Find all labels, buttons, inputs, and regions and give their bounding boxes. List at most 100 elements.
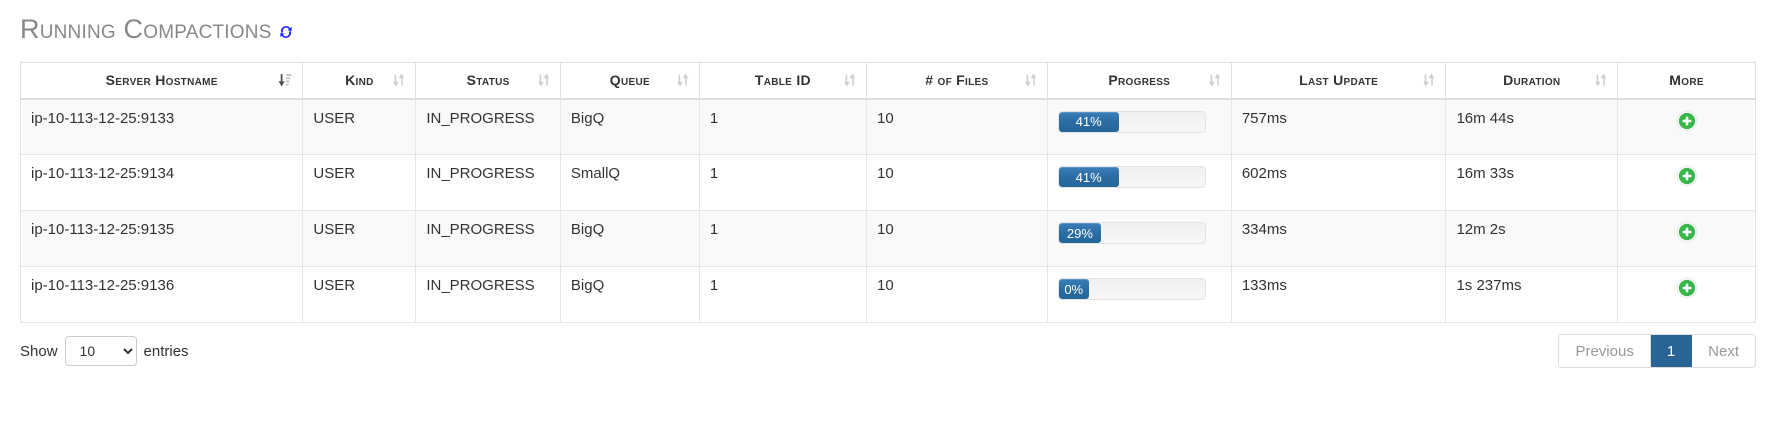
page-title: Running Compactions bbox=[20, 14, 272, 44]
cell-status: IN_PROGRESS bbox=[415, 210, 561, 267]
cell-hostname: ip-10-113-12-25:9133 bbox=[19, 98, 304, 155]
cell-hostname: ip-10-113-12-25:9136 bbox=[19, 266, 304, 323]
sort-both-icon[interactable] bbox=[537, 72, 550, 88]
plus-circle-icon[interactable] bbox=[1676, 165, 1698, 187]
cell-more bbox=[1617, 98, 1756, 155]
column-header-label: Server Hostname bbox=[105, 72, 218, 89]
cell-num-files: 10 bbox=[866, 210, 1048, 267]
cell-queue: BigQ bbox=[559, 266, 700, 323]
progress-bar-track: 29% bbox=[1057, 222, 1206, 244]
page-length-control: Show 102550100 entries bbox=[20, 336, 189, 366]
cell-num-files: 10 bbox=[866, 266, 1048, 323]
cell-table-id: 1 bbox=[698, 98, 868, 155]
plus-circle-icon[interactable] bbox=[1676, 110, 1698, 132]
column-header-label: Kind bbox=[345, 72, 374, 89]
progress-bar-fill: 0% bbox=[1058, 279, 1089, 299]
column-header-queue[interactable]: Queue bbox=[559, 62, 700, 100]
column-header-label: Duration bbox=[1503, 72, 1561, 89]
cell-progress: 0% bbox=[1046, 266, 1232, 323]
sort-both-icon[interactable] bbox=[392, 72, 405, 88]
cell-last-update: 133ms bbox=[1230, 266, 1447, 323]
table-row: ip-10-113-12-25:9136 USER IN_PROGRESS BigQ 1… bbox=[19, 266, 1756, 323]
sort-both-icon[interactable] bbox=[1024, 72, 1037, 88]
cell-progress: 41% bbox=[1046, 154, 1232, 211]
cell-kind: USER bbox=[302, 210, 417, 267]
cell-progress: 29% bbox=[1046, 210, 1232, 267]
table-row: ip-10-113-12-25:9133 USER IN_PROGRESS BigQ 1… bbox=[19, 98, 1756, 155]
sort-both-icon[interactable] bbox=[676, 72, 689, 88]
cell-status: IN_PROGRESS bbox=[415, 266, 561, 323]
plus-circle-icon[interactable] bbox=[1676, 221, 1698, 243]
column-header-duration[interactable]: Duration bbox=[1445, 62, 1619, 100]
cell-duration: 12m 2s bbox=[1445, 210, 1619, 267]
page-header: Running Compactions bbox=[20, 16, 294, 43]
cell-more bbox=[1617, 266, 1756, 323]
cell-queue: SmallQ bbox=[559, 154, 700, 211]
column-header-server-hostname[interactable]: Server Hostname bbox=[19, 62, 304, 100]
column-header-label: Queue bbox=[609, 72, 650, 89]
show-label: Show bbox=[20, 342, 58, 360]
cell-kind: USER bbox=[302, 98, 417, 155]
cell-duration: 16m 44s bbox=[1445, 98, 1619, 155]
column-header-progress[interactable]: Progress bbox=[1046, 62, 1232, 100]
cell-num-files: 10 bbox=[866, 98, 1048, 155]
pagination-next[interactable]: Next bbox=[1692, 335, 1755, 367]
compactions-table-wrapper: Server Hostname Kind Status Queue Table ID # … bbox=[19, 62, 1756, 323]
cell-duration: 1s 237ms bbox=[1445, 266, 1619, 323]
cell-table-id: 1 bbox=[698, 266, 868, 323]
progress-bar-fill: 29% bbox=[1058, 223, 1102, 243]
cell-more bbox=[1617, 210, 1756, 267]
table-header-row: Server Hostname Kind Status Queue Table ID # … bbox=[19, 62, 1756, 100]
page-length-select[interactable]: 102550100 bbox=[64, 336, 137, 366]
table-head: Server Hostname Kind Status Queue Table ID # … bbox=[19, 62, 1756, 100]
refresh-icon[interactable] bbox=[278, 24, 294, 40]
cell-queue: BigQ bbox=[559, 98, 700, 155]
pagination-previous[interactable]: Previous bbox=[1559, 335, 1651, 367]
column-header-table-id[interactable]: Table ID bbox=[698, 62, 868, 100]
pagination-page-1[interactable]: 1 bbox=[1650, 335, 1693, 367]
sort-both-icon[interactable] bbox=[1208, 72, 1221, 88]
sort-both-icon[interactable] bbox=[1422, 72, 1435, 88]
progress-bar-fill: 41% bbox=[1058, 111, 1119, 132]
cell-last-update: 602ms bbox=[1230, 154, 1447, 211]
column-header-label: Status bbox=[466, 72, 510, 89]
compactions-table: Server Hostname Kind Status Queue Table ID # … bbox=[19, 62, 1756, 323]
table-body: ip-10-113-12-25:9133 USER IN_PROGRESS BigQ 1… bbox=[19, 98, 1756, 323]
cell-kind: USER bbox=[302, 154, 417, 211]
column-header-label: More bbox=[1669, 72, 1704, 89]
plus-circle-icon[interactable] bbox=[1676, 277, 1698, 299]
pagination: Previous 1 Next bbox=[1558, 334, 1756, 368]
cell-hostname: ip-10-113-12-25:9134 bbox=[19, 154, 304, 211]
cell-status: IN_PROGRESS bbox=[415, 154, 561, 211]
column-header-status[interactable]: Status bbox=[415, 62, 561, 100]
cell-table-id: 1 bbox=[698, 154, 868, 211]
cell-more bbox=[1617, 154, 1756, 211]
table-row: ip-10-113-12-25:9135 USER IN_PROGRESS BigQ 1… bbox=[19, 210, 1756, 267]
progress-bar-track: 41% bbox=[1057, 110, 1206, 133]
column-header-kind[interactable]: Kind bbox=[302, 62, 417, 100]
sort-desc-icon[interactable] bbox=[278, 72, 292, 88]
sort-both-icon[interactable] bbox=[1594, 72, 1607, 88]
cell-last-update: 334ms bbox=[1230, 210, 1447, 267]
progress-bar-fill: 41% bbox=[1058, 167, 1119, 187]
column-header-last-update[interactable]: Last Update bbox=[1230, 62, 1447, 100]
column-header-of-files[interactable]: # of Files bbox=[866, 62, 1048, 100]
cell-num-files: 10 bbox=[866, 154, 1048, 211]
entries-label: entries bbox=[143, 342, 189, 360]
column-header-more: More bbox=[1617, 62, 1756, 100]
cell-table-id: 1 bbox=[698, 210, 868, 267]
column-header-label: Table ID bbox=[754, 72, 811, 89]
column-header-label: Progress bbox=[1108, 72, 1171, 89]
progress-bar-track: 0% bbox=[1057, 278, 1206, 300]
cell-status: IN_PROGRESS bbox=[415, 98, 561, 155]
table-row: ip-10-113-12-25:9134 USER IN_PROGRESS Small… bbox=[19, 154, 1756, 211]
cell-queue: BigQ bbox=[559, 210, 700, 267]
sort-both-icon[interactable] bbox=[843, 72, 856, 88]
progress-bar-track: 41% bbox=[1057, 166, 1206, 188]
cell-duration: 16m 33s bbox=[1445, 154, 1619, 211]
cell-kind: USER bbox=[302, 266, 417, 323]
cell-hostname: ip-10-113-12-25:9135 bbox=[19, 210, 304, 267]
cell-progress: 41% bbox=[1046, 98, 1232, 155]
